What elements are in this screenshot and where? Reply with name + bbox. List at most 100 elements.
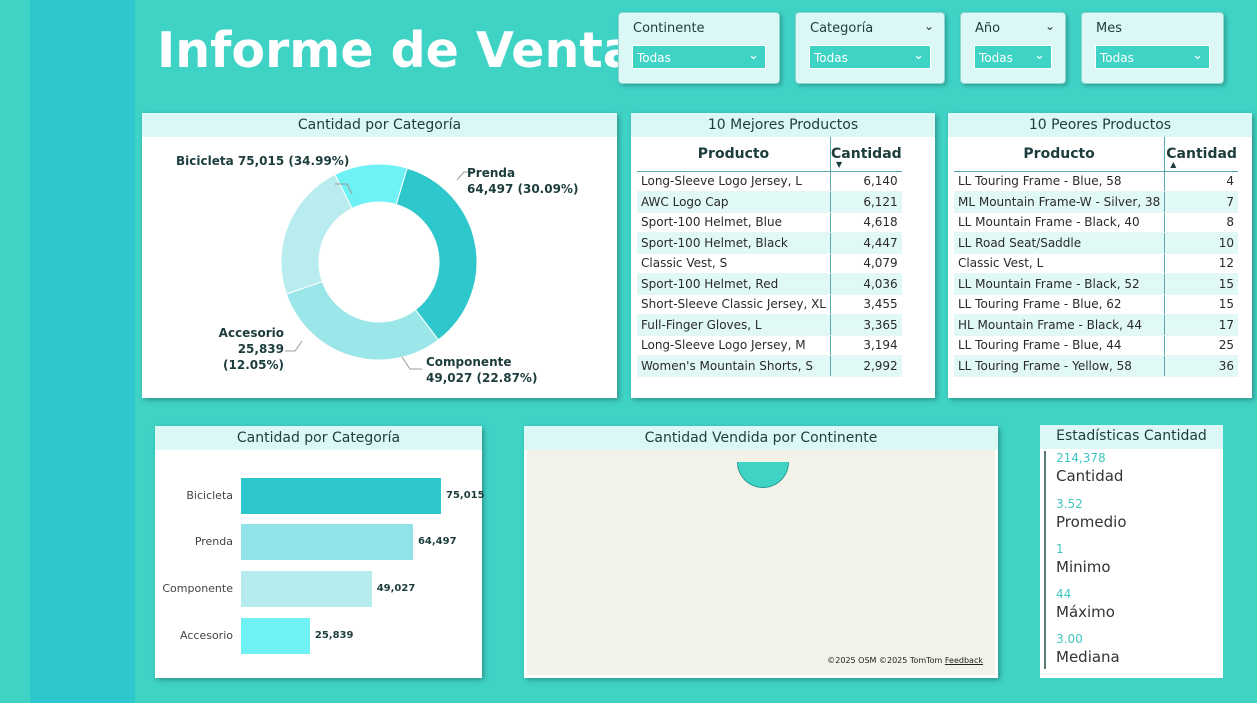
bar-bicicleta[interactable] (241, 478, 441, 514)
chevron-down-icon: ⌄ (913, 48, 924, 63)
slicer-mes[interactable]: Mes Todas ⌄ (1081, 12, 1224, 84)
product-name-cell: Classic Vest, S (637, 253, 831, 274)
table-row[interactable]: LL Touring Frame - Blue, 62 15 (954, 294, 1238, 315)
slicer-dropdown-continente[interactable]: Todas ⌄ (632, 45, 766, 69)
column-header-producto[interactable]: Producto (637, 137, 831, 172)
slicer-label: Mes (1096, 21, 1122, 36)
bar-componente[interactable] (241, 571, 372, 607)
chevron-down-icon[interactable]: ⌄ (1044, 19, 1055, 33)
table-row[interactable]: LL Touring Frame - Blue, 44 25 (954, 335, 1238, 356)
bar-value-label: 25,839 (314, 630, 354, 641)
bar-prenda[interactable] (241, 524, 413, 560)
donut-label-value: 25,839 (12.05%) (223, 342, 284, 372)
table-row[interactable]: LL Touring Frame - Blue, 58 4 (954, 171, 1238, 192)
product-name-cell: LL Mountain Frame - Black, 40 (954, 212, 1165, 233)
product-name-cell: LL Road Seat/Saddle (954, 232, 1165, 254)
product-name-cell: LL Touring Frame - Blue, 58 (954, 171, 1165, 192)
table-row[interactable]: Sport-100 Helmet, Red 4,036 (637, 273, 902, 295)
product-name-cell: LL Touring Frame - Blue, 62 (954, 294, 1165, 315)
worst-products-card: 10 Peores Productos Producto Cantidad ▲ L… (948, 113, 1252, 398)
product-name-cell: Long-Sleeve Logo Jersey, M (637, 335, 831, 356)
table-row[interactable]: AWC Logo Cap 6,121 (637, 191, 902, 213)
leader-line (456, 171, 472, 181)
slicer-value: Todas (979, 51, 1013, 65)
stat-mediana: 3.00 Mediana (1056, 632, 1120, 666)
map-feedback-link[interactable]: Feedback (944, 656, 983, 665)
slicer-value: Todas (814, 51, 848, 65)
donut-label-prenda: Prenda 64,497 (30.09%) (467, 165, 578, 197)
product-name-cell: Classic Vest, L (954, 253, 1165, 274)
sidebar-strip (30, 0, 135, 703)
donut-label-name: Accesorio (218, 326, 284, 340)
stat-label: Máximo (1056, 603, 1115, 621)
stat-minimo: 1 Minimo (1056, 542, 1111, 576)
column-header-label: Cantidad (1166, 145, 1237, 162)
bar-chart: Bicicleta 75,015 Prenda 64,497 Componente 49,… (155, 450, 485, 678)
table-row[interactable]: Full-Finger Gloves, L 3,365 (637, 314, 902, 336)
donut-slice-prenda[interactable] (285, 280, 440, 361)
table-row[interactable]: LL Touring Frame - Yellow, 58 36 (954, 355, 1238, 377)
stats-card: Estadísticas Cantidad 214,378 Cantidad 3… (1040, 425, 1223, 678)
map-attribution: ©2025 OSM ©2025 TomTom Feedback (827, 656, 983, 665)
quantity-cell: 15 (1164, 273, 1238, 295)
table-row[interactable]: LL Mountain Frame - Black, 52 15 (954, 273, 1238, 295)
table-row[interactable]: Long-Sleeve Logo Jersey, M 3,194 (637, 335, 902, 356)
table-row[interactable]: Classic Vest, S 4,079 (637, 253, 902, 274)
table-row[interactable]: ML Mountain Frame-W - Silver, 38 7 (954, 191, 1238, 213)
column-header-cantidad[interactable]: Cantidad ▲ (1164, 137, 1238, 172)
slicer-dropdown-anio[interactable]: Todas ⌄ (974, 45, 1052, 69)
stat-label: Mediana (1056, 648, 1120, 666)
product-name-cell: Long-Sleeve Logo Jersey, L (637, 171, 831, 192)
column-header-producto[interactable]: Producto (954, 137, 1165, 172)
slicer-continente[interactable]: Continente Todas ⌄ (618, 12, 780, 84)
map-canvas[interactable]: ©2025 OSM ©2025 TomTom Feedback (527, 450, 995, 675)
top-products-table: Producto Cantidad ▼ Long-Sleeve Logo Jers… (637, 137, 902, 377)
donut-label-accesorio: Accesorio 25,839 (12.05%) (184, 325, 284, 373)
table-row[interactable]: Sport-100 Helmet, Blue 4,618 (637, 212, 902, 233)
table-row[interactable]: Women's Mountain Shorts, S 2,992 (637, 355, 902, 377)
top-products-body: Long-Sleeve Logo Jersey, L 6,140 AWC Logo … (637, 171, 902, 377)
table-row[interactable]: Sport-100 Helmet, Black 4,447 (637, 232, 902, 254)
column-header-cantidad[interactable]: Cantidad ▼ (829, 137, 902, 172)
chevron-down-icon: ⌄ (1034, 48, 1045, 63)
quantity-cell: 4,618 (829, 212, 902, 233)
product-name-cell: HL Mountain Frame - Black, 44 (954, 314, 1165, 336)
stat-value: 3.00 (1056, 632, 1083, 646)
map-bubble-marker[interactable] (737, 462, 789, 488)
donut-label-componente: Componente 49,027 (22.87%) (426, 354, 537, 386)
bar-chart-card: Cantidad por Categoría Bicicleta 75,015 Pr… (155, 426, 485, 678)
donut-slice-accesorio[interactable] (334, 163, 408, 210)
stats-title: Estadísticas Cantidad (1040, 425, 1223, 449)
donut-label-value: 64,497 (30.09%) (467, 182, 579, 196)
stat-label: Minimo (1056, 558, 1111, 576)
donut-chart-title: Cantidad por Categoría (142, 113, 617, 137)
bar-accesorio[interactable] (241, 618, 310, 654)
table-row[interactable]: LL Road Seat/Saddle 10 (954, 232, 1238, 254)
product-name-cell: Full-Finger Gloves, L (637, 314, 831, 336)
donut-chart-card: Cantidad por Categoría Bicicleta 75,015 … (142, 113, 617, 398)
donut-chart (280, 163, 478, 370)
bar-value-label: 49,027 (376, 583, 416, 594)
donut-slice-bicicleta[interactable] (395, 167, 478, 341)
product-name-cell: Sport-100 Helmet, Black (637, 232, 831, 254)
table-row[interactable]: Short-Sleeve Classic Jersey, XL 3,455 (637, 294, 902, 315)
quantity-cell: 4 (1164, 171, 1238, 192)
leader-line (285, 340, 303, 352)
chevron-down-icon[interactable]: ⌄ (923, 19, 934, 33)
stats-divider (1044, 451, 1046, 669)
quantity-cell: 15 (1164, 294, 1238, 315)
slicer-dropdown-mes[interactable]: Todas ⌄ (1095, 45, 1210, 69)
slicer-anio[interactable]: Año ⌄ Todas ⌄ (960, 12, 1066, 84)
donut-slice-componente[interactable] (280, 173, 353, 295)
sort-ascending-icon: ▲ (1170, 159, 1177, 169)
table-row[interactable]: LL Mountain Frame - Black, 40 8 (954, 212, 1238, 233)
worst-products-table: Producto Cantidad ▲ LL Touring Frame - Bl… (954, 137, 1238, 377)
slicer-dropdown-categoria[interactable]: Todas ⌄ (809, 45, 931, 69)
table-row[interactable]: Long-Sleeve Logo Jersey, L 6,140 (637, 171, 902, 192)
product-name-cell: ML Mountain Frame-W - Silver, 38 (954, 191, 1165, 213)
slicer-categoria[interactable]: Categoría ⌄ Todas ⌄ (795, 12, 945, 84)
left-edge (0, 0, 30, 703)
stat-value: 44 (1056, 587, 1072, 601)
table-row[interactable]: Classic Vest, L 12 (954, 253, 1238, 274)
table-row[interactable]: HL Mountain Frame - Black, 44 17 (954, 314, 1238, 336)
